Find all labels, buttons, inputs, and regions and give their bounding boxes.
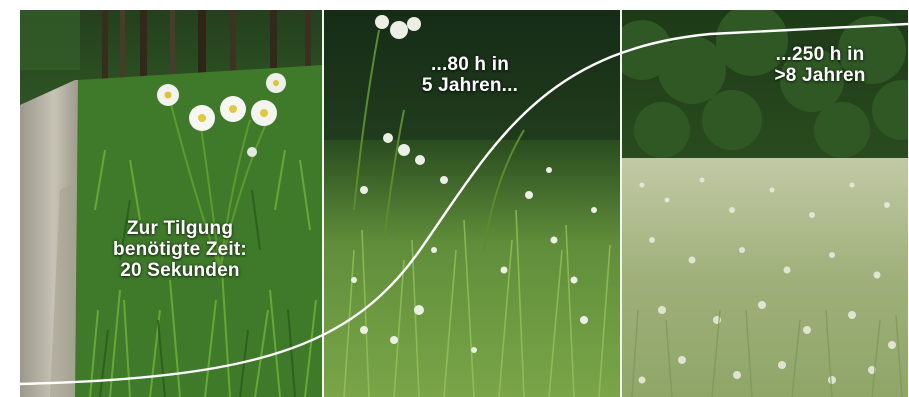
caption-line: 20 Sekunden <box>120 260 240 281</box>
caption-removal-time-80h: ...80 h in 5 Jahren... <box>390 54 550 96</box>
caption-line: >8 Jahren <box>774 65 866 86</box>
photo-collage <box>20 10 908 397</box>
caption-line: 5 Jahren... <box>421 75 519 96</box>
caption-line: benötigte Zeit: <box>113 239 247 260</box>
caption-line: ...80 h in <box>430 54 510 75</box>
caption-removal-time-250h: ...250 h in >8 Jahren <box>745 44 895 86</box>
caption-line: ...250 h in <box>775 44 865 65</box>
photo-panel-roadside <box>20 10 323 397</box>
caption-removal-time-20s: Zur Tilgung benötigte Zeit: 20 Sekunden <box>85 218 275 281</box>
caption-line: Zur Tilgung <box>126 218 234 239</box>
